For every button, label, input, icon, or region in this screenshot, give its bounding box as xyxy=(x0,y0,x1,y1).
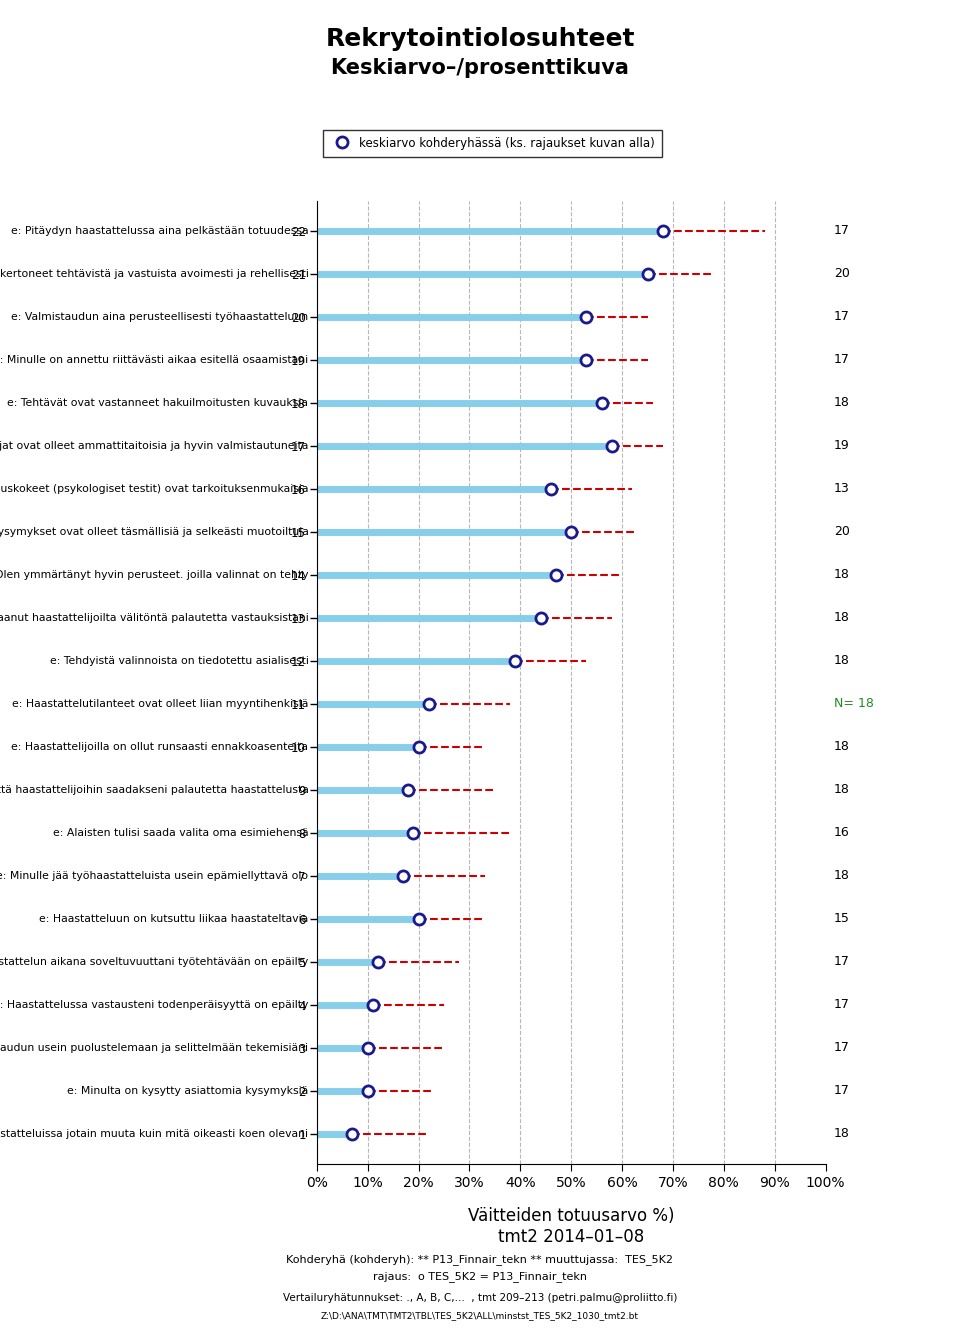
Text: e: Valmistaudun aina perusteellisesti työhaastatteluun: e: Valmistaudun aina perusteellisesti ty… xyxy=(12,312,308,322)
Text: 17: 17 xyxy=(834,955,850,969)
Text: 18: 18 xyxy=(834,740,850,753)
Text: e: Olen saanut haastattelijoilta välitöntä palautetta vastauksistani: e: Olen saanut haastattelijoilta välitön… xyxy=(0,613,308,624)
Text: 17: 17 xyxy=(834,1084,850,1097)
Text: e: Haastattelussa ajaudun usein puolustelemaan ja selittelmään tekemisiäni: e: Haastattelussa ajaudun usein puoluste… xyxy=(0,1042,308,1053)
Text: 13: 13 xyxy=(834,482,850,495)
Text: e: Työnantajan teetämät soveltuvuuskokeet (psykologiset testit) ovat tarkoitukse: e: Työnantajan teetämät soveltuvuuskokee… xyxy=(0,484,308,494)
Text: 18: 18 xyxy=(834,611,850,625)
Text: e: Esitetyt kysymykset ovat olleet täsmällisiä ja selkeästi muotoiltuja: e: Esitetyt kysymykset ovat olleet täsmä… xyxy=(0,527,308,537)
Text: e: Haastattelun aikana soveltuvuuttani työtehtävään on epäilty: e: Haastattelun aikana soveltuvuuttani t… xyxy=(0,957,308,967)
Text: e: Minulta on kysytty asiattomia kysymyksiä: e: Minulta on kysytty asiattomia kysymyk… xyxy=(67,1086,308,1096)
Text: e: Pitäydyn haastattelussa aina pelkästään totuudessa: e: Pitäydyn haastattelussa aina pelkästä… xyxy=(11,226,308,235)
Text: Kohderyhä (kohderyh): ** P13_Finnair_tekn ** muuttujassa:  TES_5K2: Kohderyhä (kohderyh): ** P13_Finnair_tek… xyxy=(286,1254,674,1264)
Text: e: Haastattelussa vastausteni todenperäisyyttä on epäilty: e: Haastattelussa vastausteni todenperäi… xyxy=(0,999,308,1010)
Text: 16: 16 xyxy=(834,827,850,839)
Text: 18: 18 xyxy=(834,396,850,409)
Text: N= 18: N= 18 xyxy=(834,697,874,710)
Text: e: Minulle jää työhaastatteluista usein epämiellyttavä olo: e: Minulle jää työhaastatteluista usein … xyxy=(0,871,308,880)
Text: e: Haastattelijoilla on ollut runsaasti ennakkoasenteita: e: Haastattelijoilla on ollut runsaasti … xyxy=(12,741,308,752)
Text: Z:\D:\ANA\TMT\TMT2\TBL\TES_5K2\ALL\minstst_TES_5K2_1030_tmt2.bt: Z:\D:\ANA\TMT\TMT2\TBL\TES_5K2\ALL\minst… xyxy=(321,1311,639,1321)
Text: e: Haastatteluun on kutsuttu liikaa haastateltavia: e: Haastatteluun on kutsuttu liikaa haas… xyxy=(39,914,308,925)
Text: e: Tehtävät ovat vastanneet hakuilmoitusten kuvauksia: e: Tehtävät ovat vastanneet hakuilmoitus… xyxy=(8,397,308,408)
Text: tmt2 2014–01–08: tmt2 2014–01–08 xyxy=(498,1228,644,1246)
Text: 18: 18 xyxy=(834,870,850,883)
Text: 17: 17 xyxy=(834,310,850,324)
Text: 18: 18 xyxy=(834,1128,850,1140)
Text: 17: 17 xyxy=(834,353,850,367)
Text: 19: 19 xyxy=(834,439,850,452)
Text: e: Otan aina jälkepäin yhteyyttä haastattelijoihin saadakseni palautetta haastat: e: Otan aina jälkepäin yhteyyttä haastat… xyxy=(0,785,308,795)
Text: 18: 18 xyxy=(834,654,850,668)
Text: 18: 18 xyxy=(834,569,850,582)
Text: Väitteiden totuusarvo %): Väitteiden totuusarvo %) xyxy=(468,1207,675,1224)
Text: Vertailuryhätunnukset: ., A, B, C,...  , tmt 209–213 (petri.palmu@proliitto.fi): Vertailuryhätunnukset: ., A, B, C,... , … xyxy=(283,1293,677,1302)
Text: e: Haastattelijat ovat kertoneet tehtävistä ja vastuista avoimesti ja rehellises: e: Haastattelijat ovat kertoneet tehtävi… xyxy=(0,269,308,278)
Text: 17: 17 xyxy=(834,998,850,1012)
Text: 17: 17 xyxy=(834,1041,850,1054)
Text: 20: 20 xyxy=(834,526,850,538)
Text: e: Alaisten tulisi saada valita oma esimiehensä: e: Alaisten tulisi saada valita oma esim… xyxy=(53,828,308,838)
Text: 15: 15 xyxy=(834,913,850,926)
Text: 20: 20 xyxy=(834,268,850,281)
Text: e: Olen esittänyt haastatteluissa jotain muuta kuin mitä oikeasti koen olevani: e: Olen esittänyt haastatteluissa jotain… xyxy=(0,1129,308,1139)
Text: e: Haastattelutilanteet ovat olleet liian myyntihenkisiä: e: Haastattelutilanteet ovat olleet liia… xyxy=(12,698,308,709)
Text: 18: 18 xyxy=(834,783,850,796)
Text: Keskiarvo–/prosenttikuva: Keskiarvo–/prosenttikuva xyxy=(330,58,630,78)
Text: Rekrytointiolosuhteet: Rekrytointiolosuhteet xyxy=(325,27,635,51)
Text: e: Olen ymmärtänyt hyvin perusteet. joilla valinnat on tehty: e: Olen ymmärtänyt hyvin perusteet. joil… xyxy=(0,570,308,579)
Legend: keskiarvo kohderyhässä (ks. rajaukset kuvan alla): keskiarvo kohderyhässä (ks. rajaukset ku… xyxy=(323,130,662,157)
Text: e: Tehdyistä valinnoista on tiedotettu asialisesti: e: Tehdyistä valinnoista on tiedotettu a… xyxy=(50,656,308,666)
Text: e: Haastattelijat ovat olleet ammattitaitoisia ja hyvin valmistautuneita: e: Haastattelijat ovat olleet ammattitai… xyxy=(0,440,308,451)
Text: rajaus:  o TES_5K2 = P13_Finnair_tekn: rajaus: o TES_5K2 = P13_Finnair_tekn xyxy=(373,1271,587,1282)
Text: 17: 17 xyxy=(834,225,850,237)
Text: e: Minulle on annettu riittävästi aikaa esitellä osaamistani: e: Minulle on annettu riittävästi aikaa … xyxy=(0,355,308,365)
